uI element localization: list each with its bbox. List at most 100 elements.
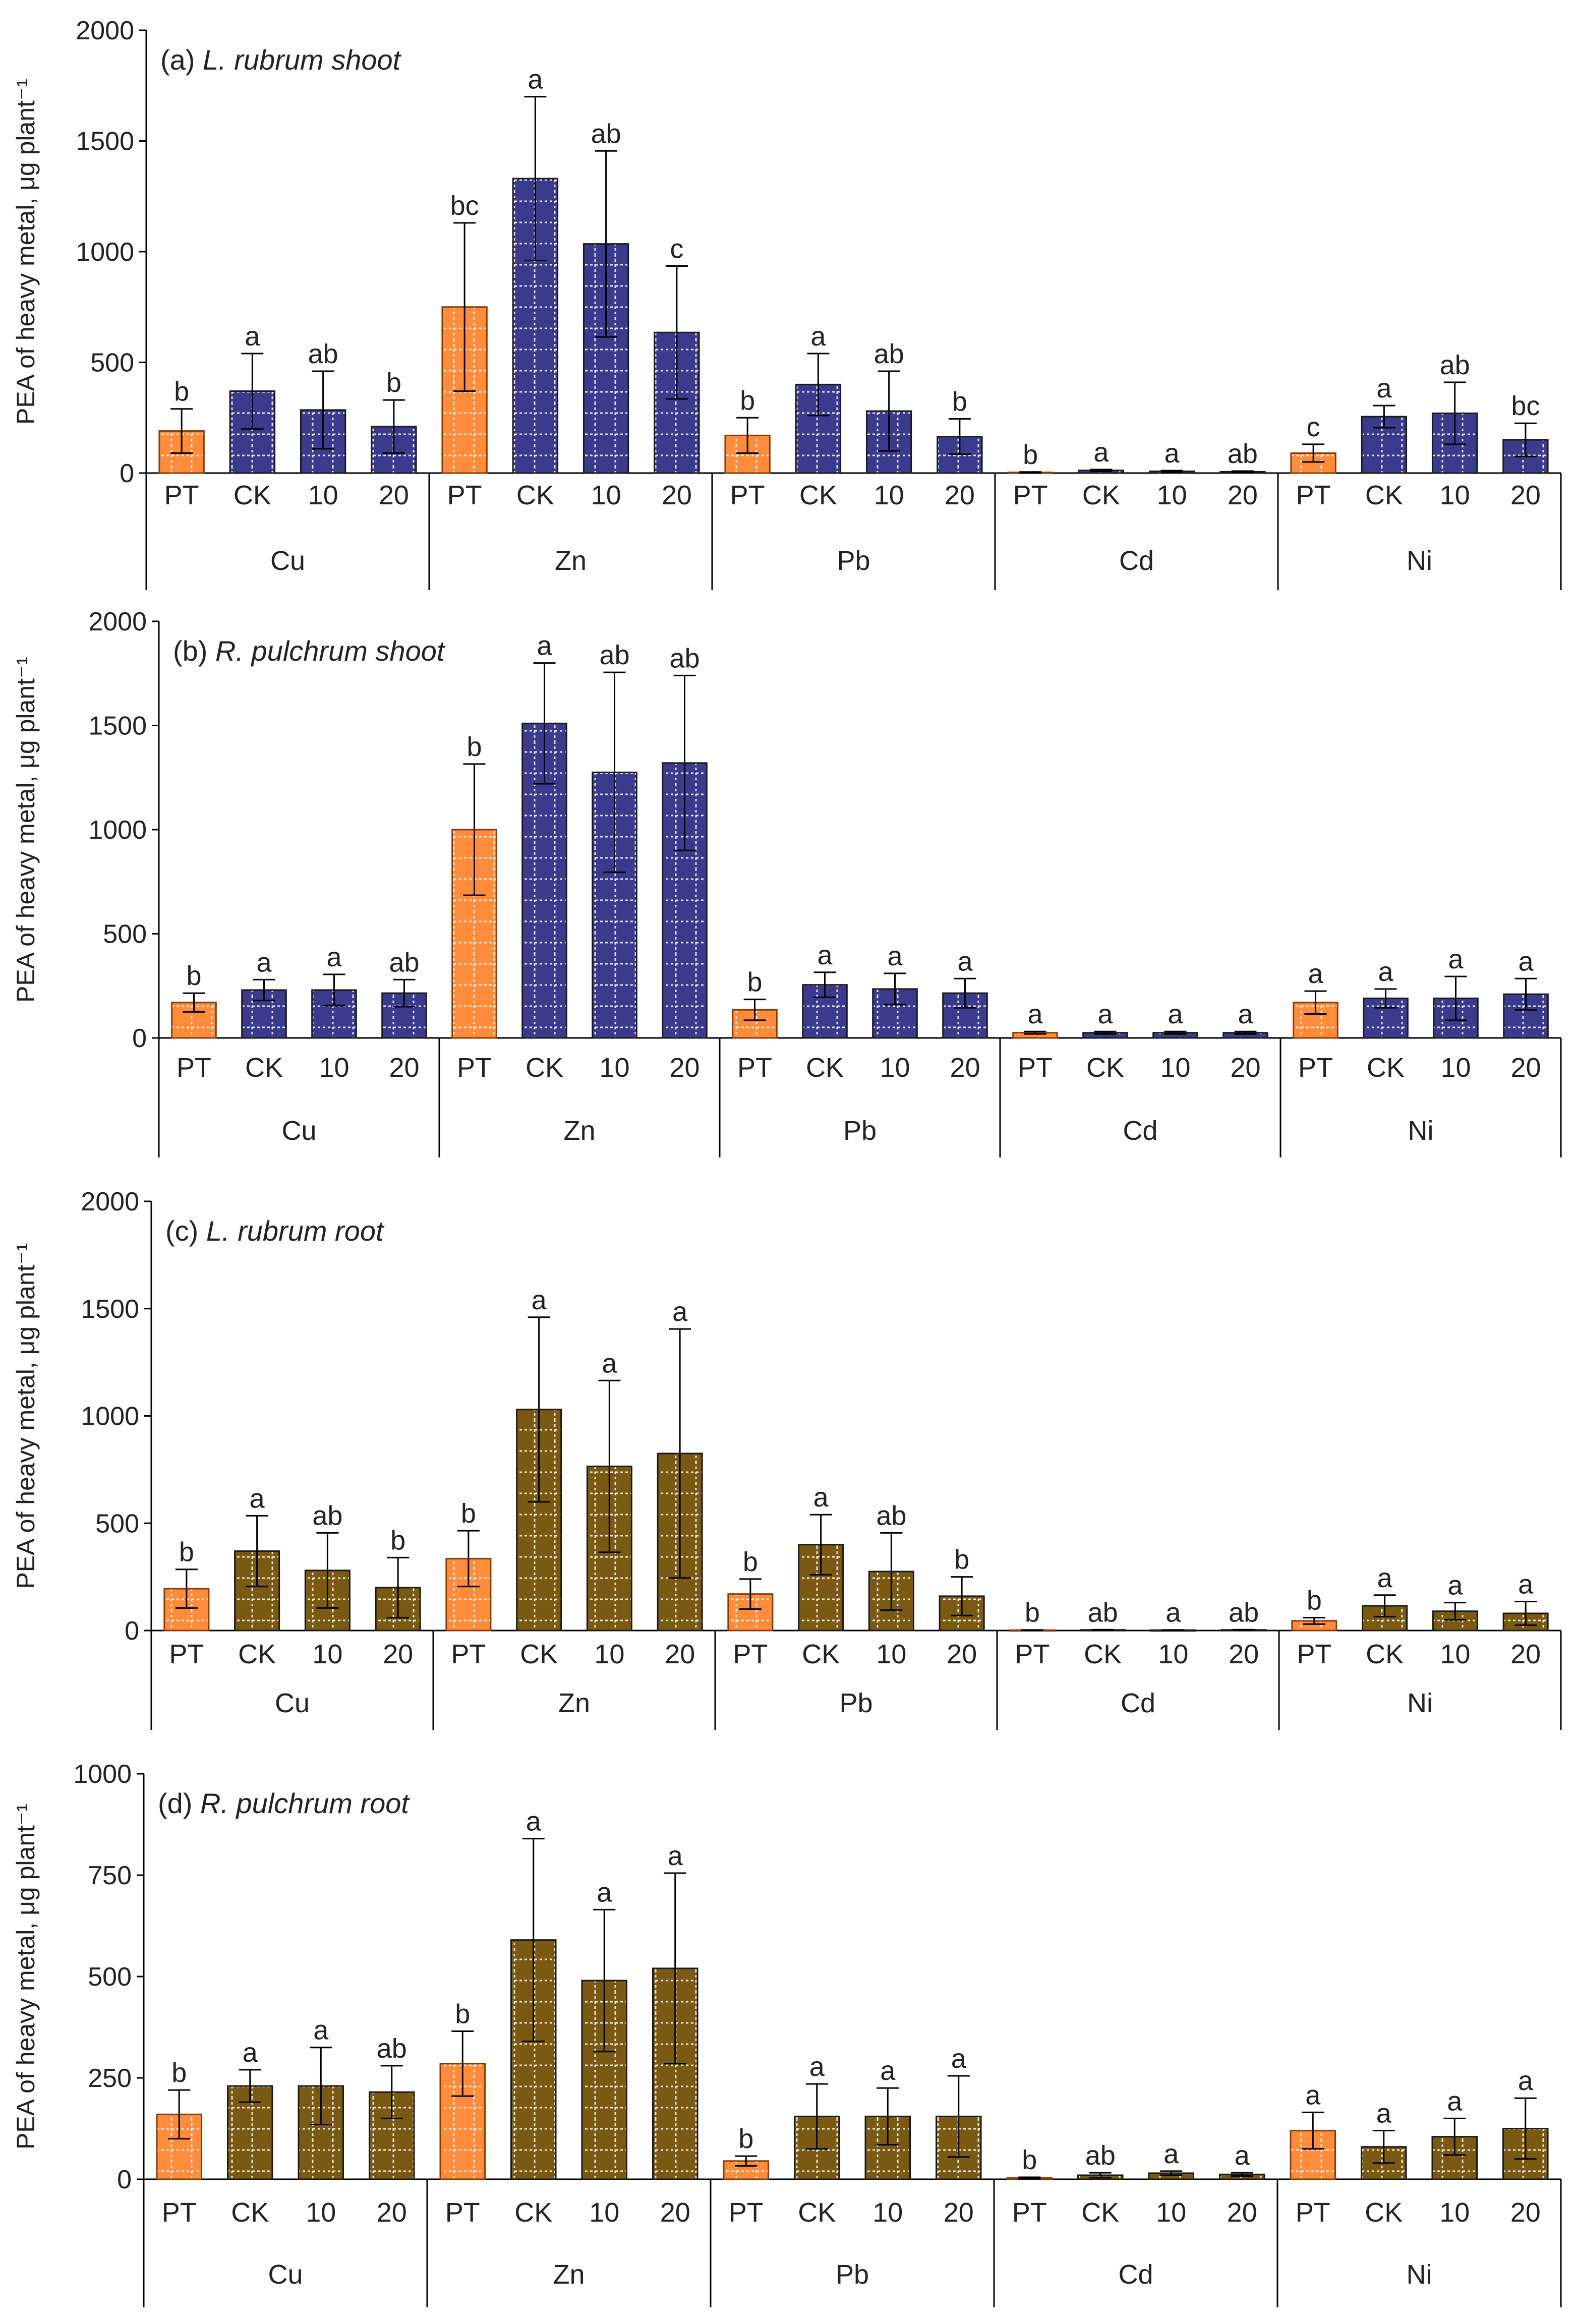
treatment-label: PT bbox=[1012, 2197, 1047, 2228]
significance-letter: ab bbox=[1228, 439, 1258, 469]
treatment-label: PT bbox=[164, 480, 199, 510]
treatment-label: CK bbox=[1365, 480, 1403, 510]
group-label: Zn bbox=[555, 546, 587, 576]
panel-title: (c) L. rubrum root bbox=[165, 1215, 385, 1247]
significance-letter: a bbox=[951, 2044, 967, 2074]
panel-species: L. rubrum root bbox=[206, 1215, 385, 1247]
treatment-label: 10 bbox=[589, 2197, 619, 2228]
treatment-label: 10 bbox=[876, 1639, 906, 1669]
group-label: Zn bbox=[563, 1116, 595, 1146]
group-zn: Zn bc PT a CK ab 10 c 20 bbox=[441, 65, 700, 576]
treatment-label: PT bbox=[733, 1639, 768, 1669]
bar-cu-20 bbox=[381, 992, 427, 1039]
significance-letter: a bbox=[880, 2056, 896, 2086]
treatment-label: 20 bbox=[660, 2197, 690, 2228]
significance-letter: a bbox=[528, 65, 543, 95]
significance-letter: a bbox=[1378, 957, 1393, 987]
group-cu: Cu b PT a CK ab 10 b 20 bbox=[158, 321, 417, 576]
significance-letter: a bbox=[1097, 999, 1113, 1029]
panel-species: R. pulchrum shoot bbox=[215, 635, 446, 667]
group-label: Cd bbox=[1119, 546, 1154, 576]
panel-label: (c) bbox=[165, 1215, 206, 1247]
treatment-label: 10 bbox=[1440, 1053, 1471, 1083]
group-cu: Cu b PT a CK ab 10 b 20 bbox=[163, 1483, 421, 1718]
significance-letter: b bbox=[747, 967, 762, 998]
treatment-label: PT bbox=[737, 1053, 772, 1083]
group-cd: Cd a PT a CK a 10 a 20 bbox=[1012, 999, 1268, 1146]
significance-letter: a bbox=[810, 321, 826, 352]
treatment-label: 20 bbox=[1510, 1053, 1541, 1083]
y-tick-label: 2000 bbox=[76, 16, 134, 45]
significance-letter: a bbox=[326, 942, 342, 972]
y-tick-label: 750 bbox=[88, 1861, 132, 1890]
treatment-label: 10 bbox=[1156, 2197, 1186, 2228]
significance-letter: ab bbox=[1085, 2140, 1116, 2171]
treatment-label: 20 bbox=[944, 2197, 974, 2228]
significance-letter: a bbox=[245, 321, 260, 352]
significance-letter: a bbox=[813, 1482, 829, 1513]
treatment-label: 20 bbox=[945, 480, 975, 510]
significance-letter: b bbox=[179, 1537, 194, 1567]
y-tick-label: 1000 bbox=[81, 1402, 139, 1431]
group-cd: Cd b PT a CK a 10 ab 20 bbox=[1007, 437, 1266, 576]
significance-letter: a bbox=[1376, 2099, 1392, 2129]
significance-letter: ab bbox=[599, 640, 629, 670]
group-label: Ni bbox=[1407, 1688, 1433, 1718]
treatment-label: 20 bbox=[1228, 480, 1258, 510]
significance-letter: a bbox=[1093, 437, 1109, 468]
y-tick-label: 500 bbox=[88, 1962, 132, 1992]
significance-letter: b bbox=[954, 1545, 969, 1575]
significance-letter: ab bbox=[591, 119, 621, 149]
y-tick-label: 500 bbox=[90, 348, 134, 378]
y-tick-label: 1000 bbox=[76, 238, 134, 267]
treatment-label: CK bbox=[238, 1639, 276, 1669]
treatment-label: CK bbox=[234, 480, 271, 510]
treatment-label: 20 bbox=[379, 480, 409, 510]
treatment-label: 20 bbox=[1510, 2197, 1541, 2228]
group-label: Cu bbox=[270, 546, 305, 576]
y-tick-label: 2000 bbox=[81, 1187, 139, 1216]
group-ni: Ni c PT a CK ab 10 bc 20 bbox=[1290, 350, 1549, 576]
y-axis-title: PEA of heavy metal, μg plant⁻¹ bbox=[12, 1804, 40, 2149]
group-cd: Cd b PT ab CK a 10 ab 20 bbox=[1009, 1597, 1267, 1718]
significance-letter: a bbox=[1168, 999, 1183, 1029]
significance-letter: a bbox=[887, 941, 903, 971]
treatment-label: PT bbox=[169, 1639, 204, 1669]
significance-letter: a bbox=[250, 1483, 265, 1514]
group-label: Zn bbox=[558, 1688, 590, 1718]
y-tick-label: 1500 bbox=[88, 712, 147, 741]
significance-letter: a bbox=[256, 947, 272, 977]
treatment-label: 10 bbox=[306, 2197, 336, 2228]
panel-title: (d) R. pulchrum root bbox=[158, 1787, 410, 1819]
significance-letter: a bbox=[526, 1807, 542, 1837]
group-zn: Zn b PT a CK a 10 a 20 bbox=[439, 1807, 698, 2290]
group-pb: Pb b PT a CK a 10 a 20 bbox=[723, 2044, 982, 2290]
panel-a: 0 500 1000 1500 2000 PEA of heavy metal, μg p… bbox=[12, 16, 1562, 590]
significance-letter: ab bbox=[312, 1500, 342, 1531]
y-tick-label: 1500 bbox=[76, 127, 134, 156]
treatment-label: CK bbox=[516, 480, 554, 510]
group-label: Cu bbox=[275, 1688, 310, 1718]
significance-letter: a bbox=[1238, 999, 1253, 1029]
group-label: Pb bbox=[836, 2259, 869, 2290]
significance-letter: a bbox=[1518, 946, 1534, 976]
y-tick-label: 2000 bbox=[88, 607, 147, 636]
treatment-label: 10 bbox=[1158, 1639, 1188, 1669]
significance-letter: a bbox=[672, 1297, 688, 1327]
significance-letter: a bbox=[1166, 1598, 1181, 1628]
treatment-label: CK bbox=[526, 1053, 563, 1083]
treatment-label: CK bbox=[1365, 2197, 1403, 2228]
treatment-label: 20 bbox=[1510, 480, 1541, 510]
panel-species: R. pulchrum root bbox=[200, 1787, 410, 1819]
significance-letter: a bbox=[532, 1285, 547, 1315]
panel-b: 0 500 1000 1500 2000 PEA of heavy metal, μg p… bbox=[12, 607, 1562, 1157]
significance-letter: c bbox=[670, 234, 683, 264]
treatment-label: 10 bbox=[308, 480, 338, 510]
group-label: Cu bbox=[268, 2259, 303, 2290]
treatment-label: 10 bbox=[872, 2197, 903, 2228]
treatment-label: 20 bbox=[1510, 1639, 1541, 1669]
significance-letter: a bbox=[668, 1841, 683, 1871]
group-label: Cu bbox=[281, 1116, 316, 1146]
treatment-label: PT bbox=[445, 2197, 480, 2228]
